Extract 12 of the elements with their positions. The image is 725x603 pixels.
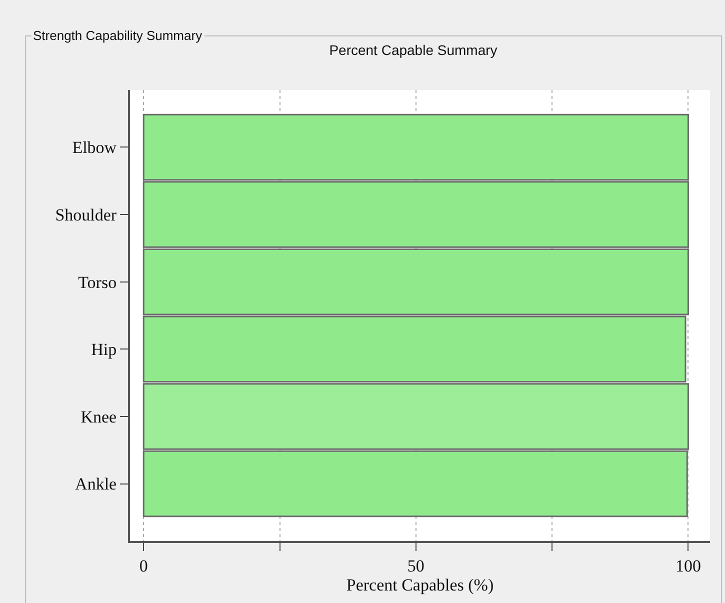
text: Strength Capability Summary <box>33 28 203 43</box>
y-tick-label: Hip <box>91 340 117 360</box>
y-tick-label: Elbow <box>72 138 118 158</box>
y-tick-label: Torso <box>78 272 117 292</box>
y-tick-label: Shoulder <box>55 205 117 224</box>
y-tick-label: Knee <box>80 407 117 426</box>
x-tick-label: 0 <box>139 556 148 576</box>
y-tick-label: Ankle <box>75 474 117 494</box>
x-tick-label: 50 <box>407 556 424 576</box>
chart-title: Percent Capable Summary <box>329 42 498 58</box>
x-tick-label: 100 <box>675 556 701 576</box>
x-axis-title: Percent Capables (%) <box>346 575 494 594</box>
